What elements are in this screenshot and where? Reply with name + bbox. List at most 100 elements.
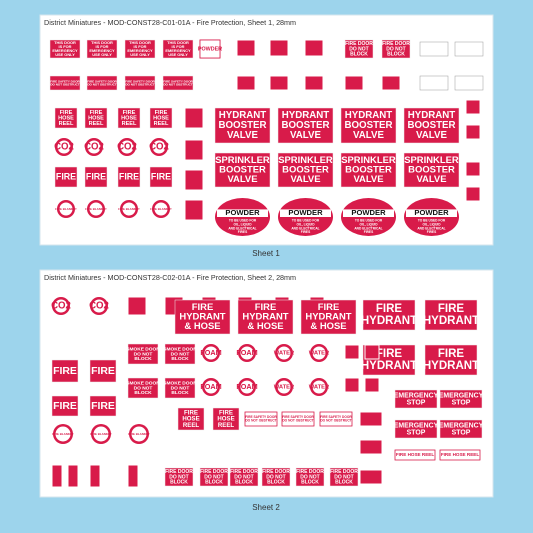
decal-text: REEL bbox=[218, 422, 235, 429]
icon-decal bbox=[344, 377, 360, 393]
decal-bg bbox=[124, 75, 156, 91]
decal-bg bbox=[403, 107, 460, 144]
sheet-caption: Sheet 1 bbox=[252, 249, 280, 258]
notice-decal bbox=[419, 41, 449, 57]
decal-text: DO NOT OBSTRUCT bbox=[320, 418, 351, 422]
decal-text: FIRES bbox=[301, 230, 311, 234]
decal-text: EMERGENCY bbox=[439, 422, 484, 429]
decal-text: CO2 bbox=[84, 142, 104, 153]
decal-bg bbox=[89, 395, 117, 417]
icon-decal bbox=[364, 344, 380, 360]
icon-decal bbox=[184, 169, 204, 191]
notice-decal bbox=[454, 75, 484, 91]
decal-text: BLOCK bbox=[171, 356, 189, 362]
decal-bg bbox=[164, 467, 194, 487]
decal-text: FIRE DOOR bbox=[200, 469, 228, 475]
decal: FIRE BLANKET bbox=[118, 200, 140, 218]
decal-text: DO NOT OBSTRUCT bbox=[163, 82, 192, 86]
decal-text: REEL bbox=[122, 121, 137, 127]
decal-bg bbox=[340, 107, 397, 144]
decal-text: FIRE DOOR bbox=[382, 41, 410, 47]
decal-text: DO NOT bbox=[349, 46, 368, 52]
decal-text: FIRE BLANKET bbox=[90, 432, 112, 436]
decal-bg bbox=[117, 166, 141, 188]
decal-text: SPRINKLER bbox=[278, 155, 333, 166]
decal-text: FIRE bbox=[438, 348, 465, 360]
decal-text: FIRE bbox=[184, 409, 198, 416]
decal-inner bbox=[87, 140, 101, 154]
decal-inner bbox=[204, 380, 218, 394]
decal-text: REEL bbox=[183, 422, 200, 429]
decal-text: FIRE SAFETY DOOR bbox=[50, 79, 80, 83]
decal-text: DO NOT bbox=[169, 474, 188, 480]
decal-bg bbox=[84, 166, 108, 188]
decal-text: TO BE USED FOR bbox=[355, 219, 383, 223]
decal-text: BLOCK bbox=[387, 51, 405, 57]
decal: CO2 bbox=[84, 138, 104, 156]
decal: FIRE bbox=[117, 166, 141, 188]
decal-text: FIRE bbox=[56, 171, 76, 181]
decal-bg bbox=[199, 39, 221, 59]
decal-text: HYDRANT bbox=[305, 312, 351, 323]
decal-bg bbox=[162, 75, 194, 91]
decal-text: FIRE DOOR bbox=[262, 469, 290, 475]
decal-inner bbox=[54, 299, 68, 313]
decal: FIRE BLANKET bbox=[55, 200, 77, 218]
decal-text: EMERGENCY bbox=[52, 48, 78, 53]
decal-text: IS FOR bbox=[171, 44, 184, 49]
decal-text: OIL, LIQUID bbox=[296, 222, 315, 226]
decal-bg bbox=[49, 39, 81, 59]
decal-text: POWDER bbox=[351, 208, 386, 217]
decal-band bbox=[343, 209, 394, 217]
decal-inner bbox=[277, 380, 291, 394]
decal-bg bbox=[295, 467, 325, 487]
icon-decal bbox=[359, 411, 383, 427]
decal-text: BLOCK bbox=[205, 479, 223, 485]
decal-bg bbox=[54, 107, 78, 129]
notice-decal bbox=[454, 41, 484, 57]
decal-inner bbox=[122, 202, 136, 216]
icon-decal bbox=[89, 464, 101, 488]
decal-bg bbox=[86, 39, 118, 59]
sheet-caption: Sheet 2 bbox=[252, 503, 280, 512]
decal-text: BLOCK bbox=[171, 390, 189, 396]
decal-text: EMERGENCY bbox=[165, 48, 191, 53]
icon-decal bbox=[465, 161, 481, 177]
decal-text: FIRE bbox=[86, 171, 106, 181]
icon-decal bbox=[304, 39, 324, 57]
decal-bg bbox=[164, 343, 196, 365]
decal-text: BLOCK bbox=[170, 479, 188, 485]
decal-text: EMERGENCY bbox=[439, 392, 484, 399]
decal-bg bbox=[199, 467, 229, 487]
decal-text: FIRE bbox=[91, 366, 115, 377]
decal-text: FIRE bbox=[376, 303, 403, 315]
decal-text: TO BE USED FOR bbox=[418, 219, 446, 223]
decal-inner bbox=[55, 426, 71, 442]
decal-text: POWDER bbox=[288, 208, 323, 217]
decal-text: HYDRANT bbox=[282, 110, 330, 121]
decal-inner bbox=[312, 346, 326, 360]
decal: FIRE BLANKET bbox=[128, 424, 150, 444]
decal-text: AND ELECTRICAL bbox=[417, 226, 445, 230]
decal: FIRE bbox=[54, 166, 78, 188]
decal-bg bbox=[127, 377, 159, 399]
decal-text: FIRE SAFETY DOOR bbox=[125, 79, 155, 83]
decal-text: THIS DOOR bbox=[54, 40, 76, 45]
decal-text: DO NOT bbox=[334, 474, 353, 480]
decal-text: DO NOT bbox=[386, 46, 405, 52]
decal-text: EMERGENCY bbox=[394, 422, 439, 429]
